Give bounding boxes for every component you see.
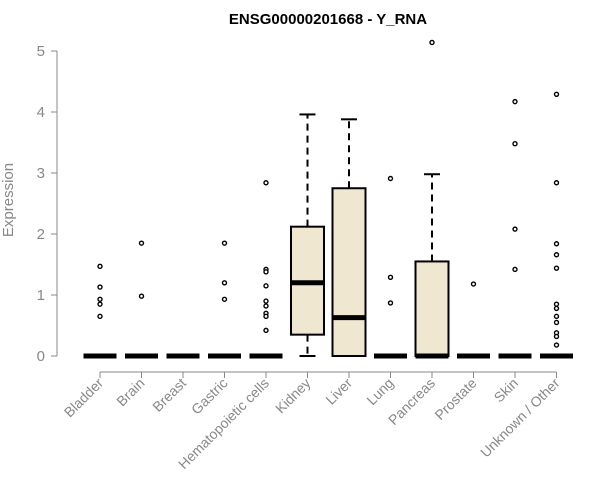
x-tick-label: Lung: [363, 375, 396, 408]
outlier-point: [263, 303, 269, 309]
outlier-point: [553, 333, 560, 340]
outlier-point: [387, 274, 394, 281]
box-group: [374, 175, 407, 359]
outlier-point: [263, 298, 269, 304]
outlier-point: [221, 240, 228, 246]
outlier-point: [512, 98, 518, 105]
plot-marks: [83, 39, 573, 359]
outlier-point: [512, 141, 518, 147]
outlier-point: [387, 300, 394, 306]
outlier-point: [221, 296, 228, 302]
box-group: [125, 240, 158, 359]
outlier-point: [512, 266, 518, 273]
outlier-point: [263, 269, 269, 275]
outlier-point: [387, 175, 394, 182]
y-tick-label: 3: [37, 165, 45, 182]
box-group: [208, 240, 241, 359]
y-tick-label: 4: [37, 104, 45, 121]
y-tick-label: 0: [37, 348, 45, 365]
outlier-point: [97, 263, 103, 270]
outlier-point: [97, 313, 103, 320]
x-tick-label: Skin: [491, 375, 522, 406]
box-iqr: [414, 260, 450, 358]
y-tick-label: 2: [37, 226, 45, 243]
outlier-point: [263, 313, 269, 320]
box-group: [83, 263, 117, 359]
x-tick-label: Bladder: [61, 375, 107, 421]
outlier-point: [553, 301, 560, 307]
y-tick-label: 1: [37, 287, 45, 304]
box-group: [249, 180, 283, 359]
outlier-point: [470, 281, 477, 287]
y-axis-label: Expression: [0, 163, 17, 237]
outlier-point: [263, 180, 269, 186]
box-group: [290, 113, 325, 357]
x-tick-label: Liver: [322, 375, 355, 408]
x-tick-label: Breast: [149, 375, 189, 415]
outlier-point: [429, 39, 435, 46]
x-tick-label: Prostate: [431, 375, 479, 423]
outlier-point: [553, 313, 560, 320]
outlier-point: [553, 252, 560, 258]
outlier-point: [553, 180, 560, 186]
box-group: [414, 39, 450, 359]
y-tick-label: 5: [37, 43, 45, 60]
outlier-point: [553, 305, 560, 312]
x-tick-label: Brain: [113, 375, 147, 409]
outlier-point: [553, 241, 560, 247]
outlier-point: [138, 293, 145, 299]
box-group: [457, 281, 490, 359]
box-group: [498, 98, 532, 359]
y-axis: 0 1 2 3 4 5: [37, 43, 58, 365]
box-iqr: [331, 187, 367, 357]
box-group: [540, 91, 573, 359]
outlier-point: [97, 296, 103, 302]
box-group: [331, 118, 367, 357]
outlier-point: [263, 283, 269, 289]
outlier-point: [512, 226, 518, 232]
outlier-point: [138, 240, 145, 246]
outlier-point: [553, 342, 560, 348]
x-tick-label: Unknown / Other: [477, 375, 563, 461]
outlier-point: [221, 280, 228, 286]
outlier-point: [553, 319, 560, 326]
x-tick-label: Kidney: [272, 375, 314, 417]
outlier-point: [263, 327, 269, 334]
outlier-point: [553, 91, 560, 98]
outlier-point: [97, 301, 103, 307]
outlier-point: [553, 265, 560, 271]
chart-title: ENSG00000201668 - Y_RNA: [229, 11, 427, 28]
outlier-point: [97, 284, 103, 290]
